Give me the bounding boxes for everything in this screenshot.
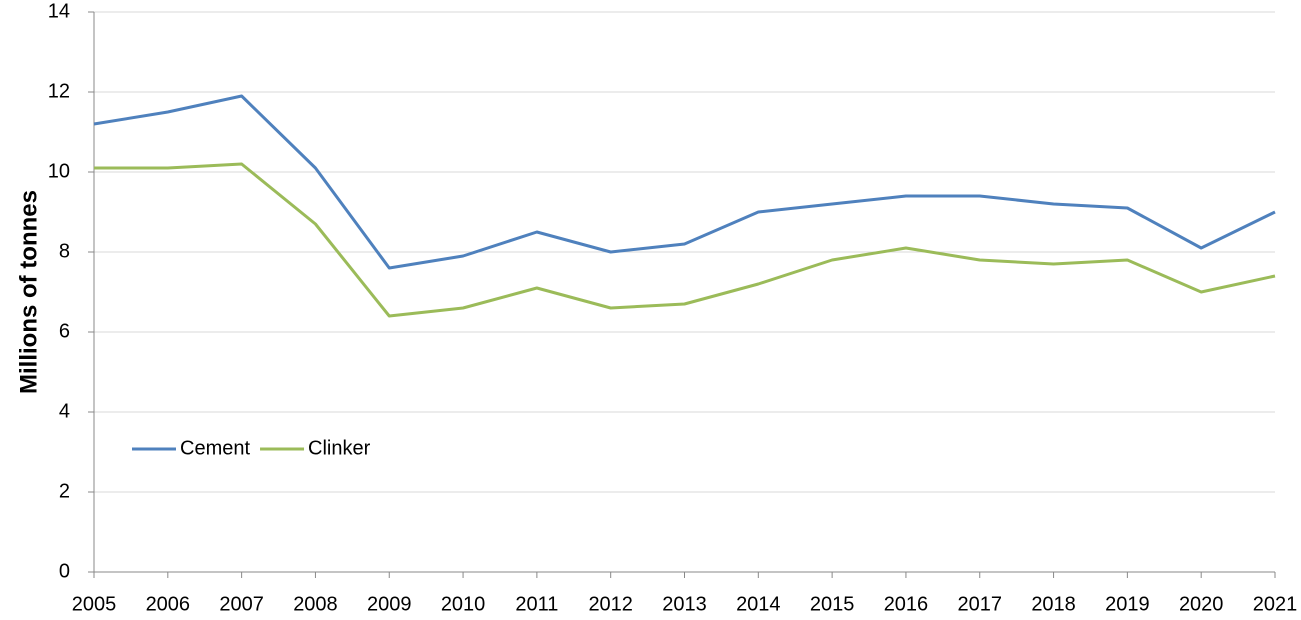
x-tick-label: 2021 — [1253, 593, 1298, 615]
x-tick-label: 2020 — [1179, 593, 1224, 615]
y-tick-label: 12 — [48, 80, 70, 102]
y-tick-label: 0 — [59, 560, 70, 582]
x-tick-label: 2013 — [662, 593, 707, 615]
x-tick-label: 2006 — [146, 593, 191, 615]
x-tick-label: 2014 — [736, 593, 781, 615]
x-tick-label: 2010 — [441, 593, 486, 615]
y-tick-label: 4 — [59, 400, 70, 422]
x-tick-label: 2007 — [219, 593, 264, 615]
x-tick-label: 2008 — [293, 593, 338, 615]
series-line — [93, 94, 1276, 270]
y-tick-label: 8 — [59, 240, 70, 262]
x-tick-label: 2011 — [515, 593, 558, 615]
y-tick-label: 6 — [59, 320, 70, 342]
x-tick-label: 2012 — [588, 593, 633, 615]
legend-label: Cement — [180, 437, 250, 459]
x-tick-label: 2016 — [884, 593, 929, 615]
x-tick-label: 2009 — [367, 593, 412, 615]
series-line — [94, 162, 1276, 318]
x-tick-label: 2019 — [1105, 593, 1150, 615]
y-axis-label: Millions of tonnes — [15, 190, 42, 394]
y-tick-label: 14 — [48, 0, 70, 22]
y-tick-label: 2 — [59, 480, 70, 502]
x-tick-label: 2017 — [958, 593, 1003, 615]
x-tick-label: 2015 — [810, 593, 855, 615]
legend-label: Clinker — [308, 437, 371, 459]
x-tick-label: 2005 — [72, 593, 117, 615]
y-tick-label: 10 — [48, 160, 70, 182]
x-tick-label: 2018 — [1031, 593, 1076, 615]
